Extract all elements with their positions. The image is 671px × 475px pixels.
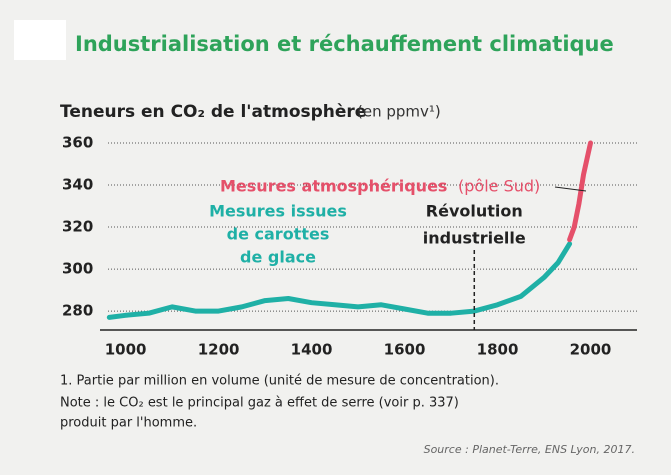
x-tick-label: 1000	[105, 341, 147, 359]
x-tick-label: 1400	[291, 341, 333, 359]
y-tick-label: 320	[62, 218, 93, 236]
series-line	[567, 140, 594, 243]
note: Note : le CO₂ est le principal gaz à eff…	[60, 396, 459, 411]
chart-title: Industrialisation et réchauffement clima…	[75, 32, 614, 56]
y-tick-label: 360	[62, 134, 93, 152]
legend-label: Mesures atmosphériques	[220, 177, 447, 196]
series-line	[106, 241, 573, 320]
x-tick-label: 1800	[477, 341, 519, 359]
legend-label: de glace	[240, 248, 316, 267]
white-patch	[14, 20, 66, 60]
y-tick-label: 340	[62, 176, 93, 194]
event-label: Révolution	[426, 202, 523, 221]
legend-label: (pôle Sud)	[458, 177, 540, 196]
x-tick-label: 1600	[384, 341, 426, 359]
x-tick-label: 2000	[570, 341, 612, 359]
subtitle: Teneurs en CO₂ de l'atmosphère	[60, 102, 366, 122]
note: 1. Partie par million en volume (unité d…	[60, 374, 499, 389]
legend-label: Mesures issues	[209, 202, 347, 221]
y-tick-label: 280	[62, 302, 93, 320]
subtitle-unit: (en ppmv¹)	[357, 103, 441, 121]
note: produit par l'homme.	[60, 416, 197, 431]
y-tick-label: 300	[62, 260, 93, 278]
legend-label: de carottes	[227, 225, 330, 244]
leader-line	[554, 186, 587, 192]
x-tick-label: 1200	[198, 341, 240, 359]
source: Source : Planet-Terre, ENS Lyon, 2017.	[424, 443, 635, 456]
event-label: industrielle	[423, 229, 526, 248]
